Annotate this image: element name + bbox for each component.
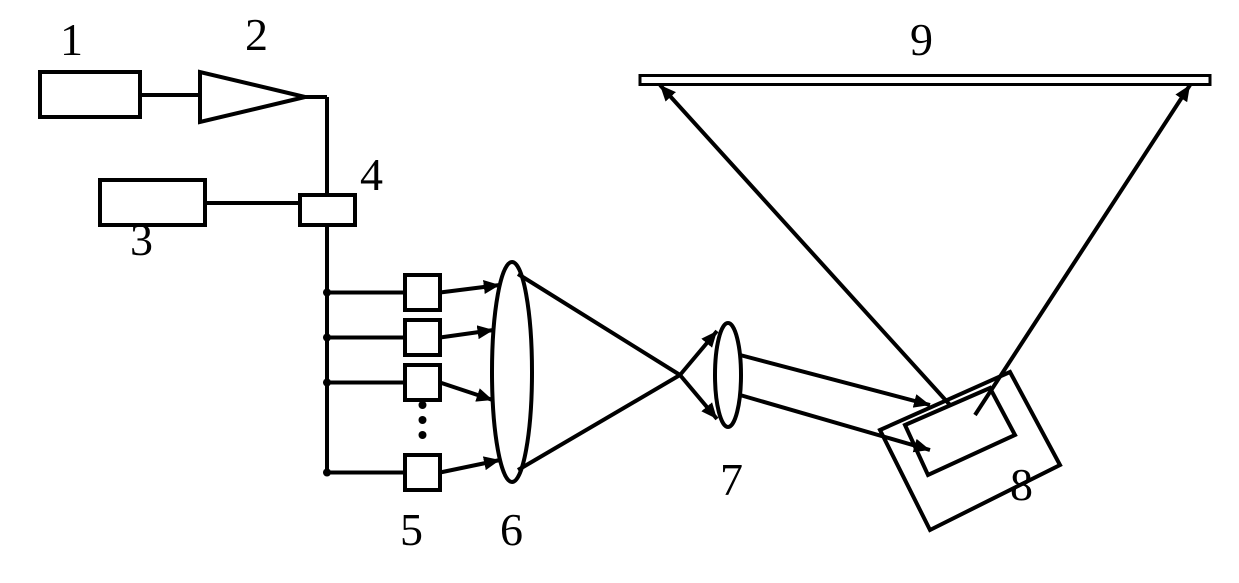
lens7-to-mems-0 xyxy=(740,355,930,405)
array-box-3 xyxy=(405,455,440,490)
array-box-1 xyxy=(405,320,440,355)
block-4 xyxy=(300,195,355,225)
block-1 xyxy=(40,72,140,117)
lens-6 xyxy=(492,262,532,482)
array-box-2 xyxy=(405,365,440,400)
mems-to-screen-0 xyxy=(660,85,950,405)
mems-to-screen-1 xyxy=(975,85,1190,415)
array-to-lens6-2 xyxy=(440,383,493,401)
array-box-0 xyxy=(405,275,440,310)
bus-node-0 xyxy=(323,289,331,297)
lens6-ray-top-to-focus xyxy=(518,274,680,375)
label-1: 1 xyxy=(60,14,83,65)
label-8: 8 xyxy=(1010,459,1033,510)
lens6-ray-bot-to-focus xyxy=(518,375,680,470)
lens-7 xyxy=(715,323,741,427)
array-ellipsis-dot-1 xyxy=(419,416,427,424)
bus-node-1 xyxy=(323,334,331,342)
focus-to-lens7-top xyxy=(680,331,717,375)
array-to-lens6-0 xyxy=(440,285,500,293)
label-7: 7 xyxy=(720,454,743,505)
screen-9 xyxy=(640,76,1210,85)
bus-node-3 xyxy=(323,469,331,477)
label-4: 4 xyxy=(360,149,383,200)
amplifier-2 xyxy=(200,72,305,122)
label-9: 9 xyxy=(910,14,933,65)
focus-to-lens7-bot xyxy=(680,375,717,419)
label-2: 2 xyxy=(245,9,268,60)
label-6: 6 xyxy=(500,504,523,555)
label-5: 5 xyxy=(400,504,423,555)
array-ellipsis-dot-2 xyxy=(419,431,427,439)
array-ellipsis-dot-0 xyxy=(419,401,427,409)
label-3: 3 xyxy=(130,214,153,265)
array-to-lens6-3 xyxy=(440,460,500,473)
bus-node-2 xyxy=(323,379,331,387)
array-to-lens6-1 xyxy=(440,330,494,338)
